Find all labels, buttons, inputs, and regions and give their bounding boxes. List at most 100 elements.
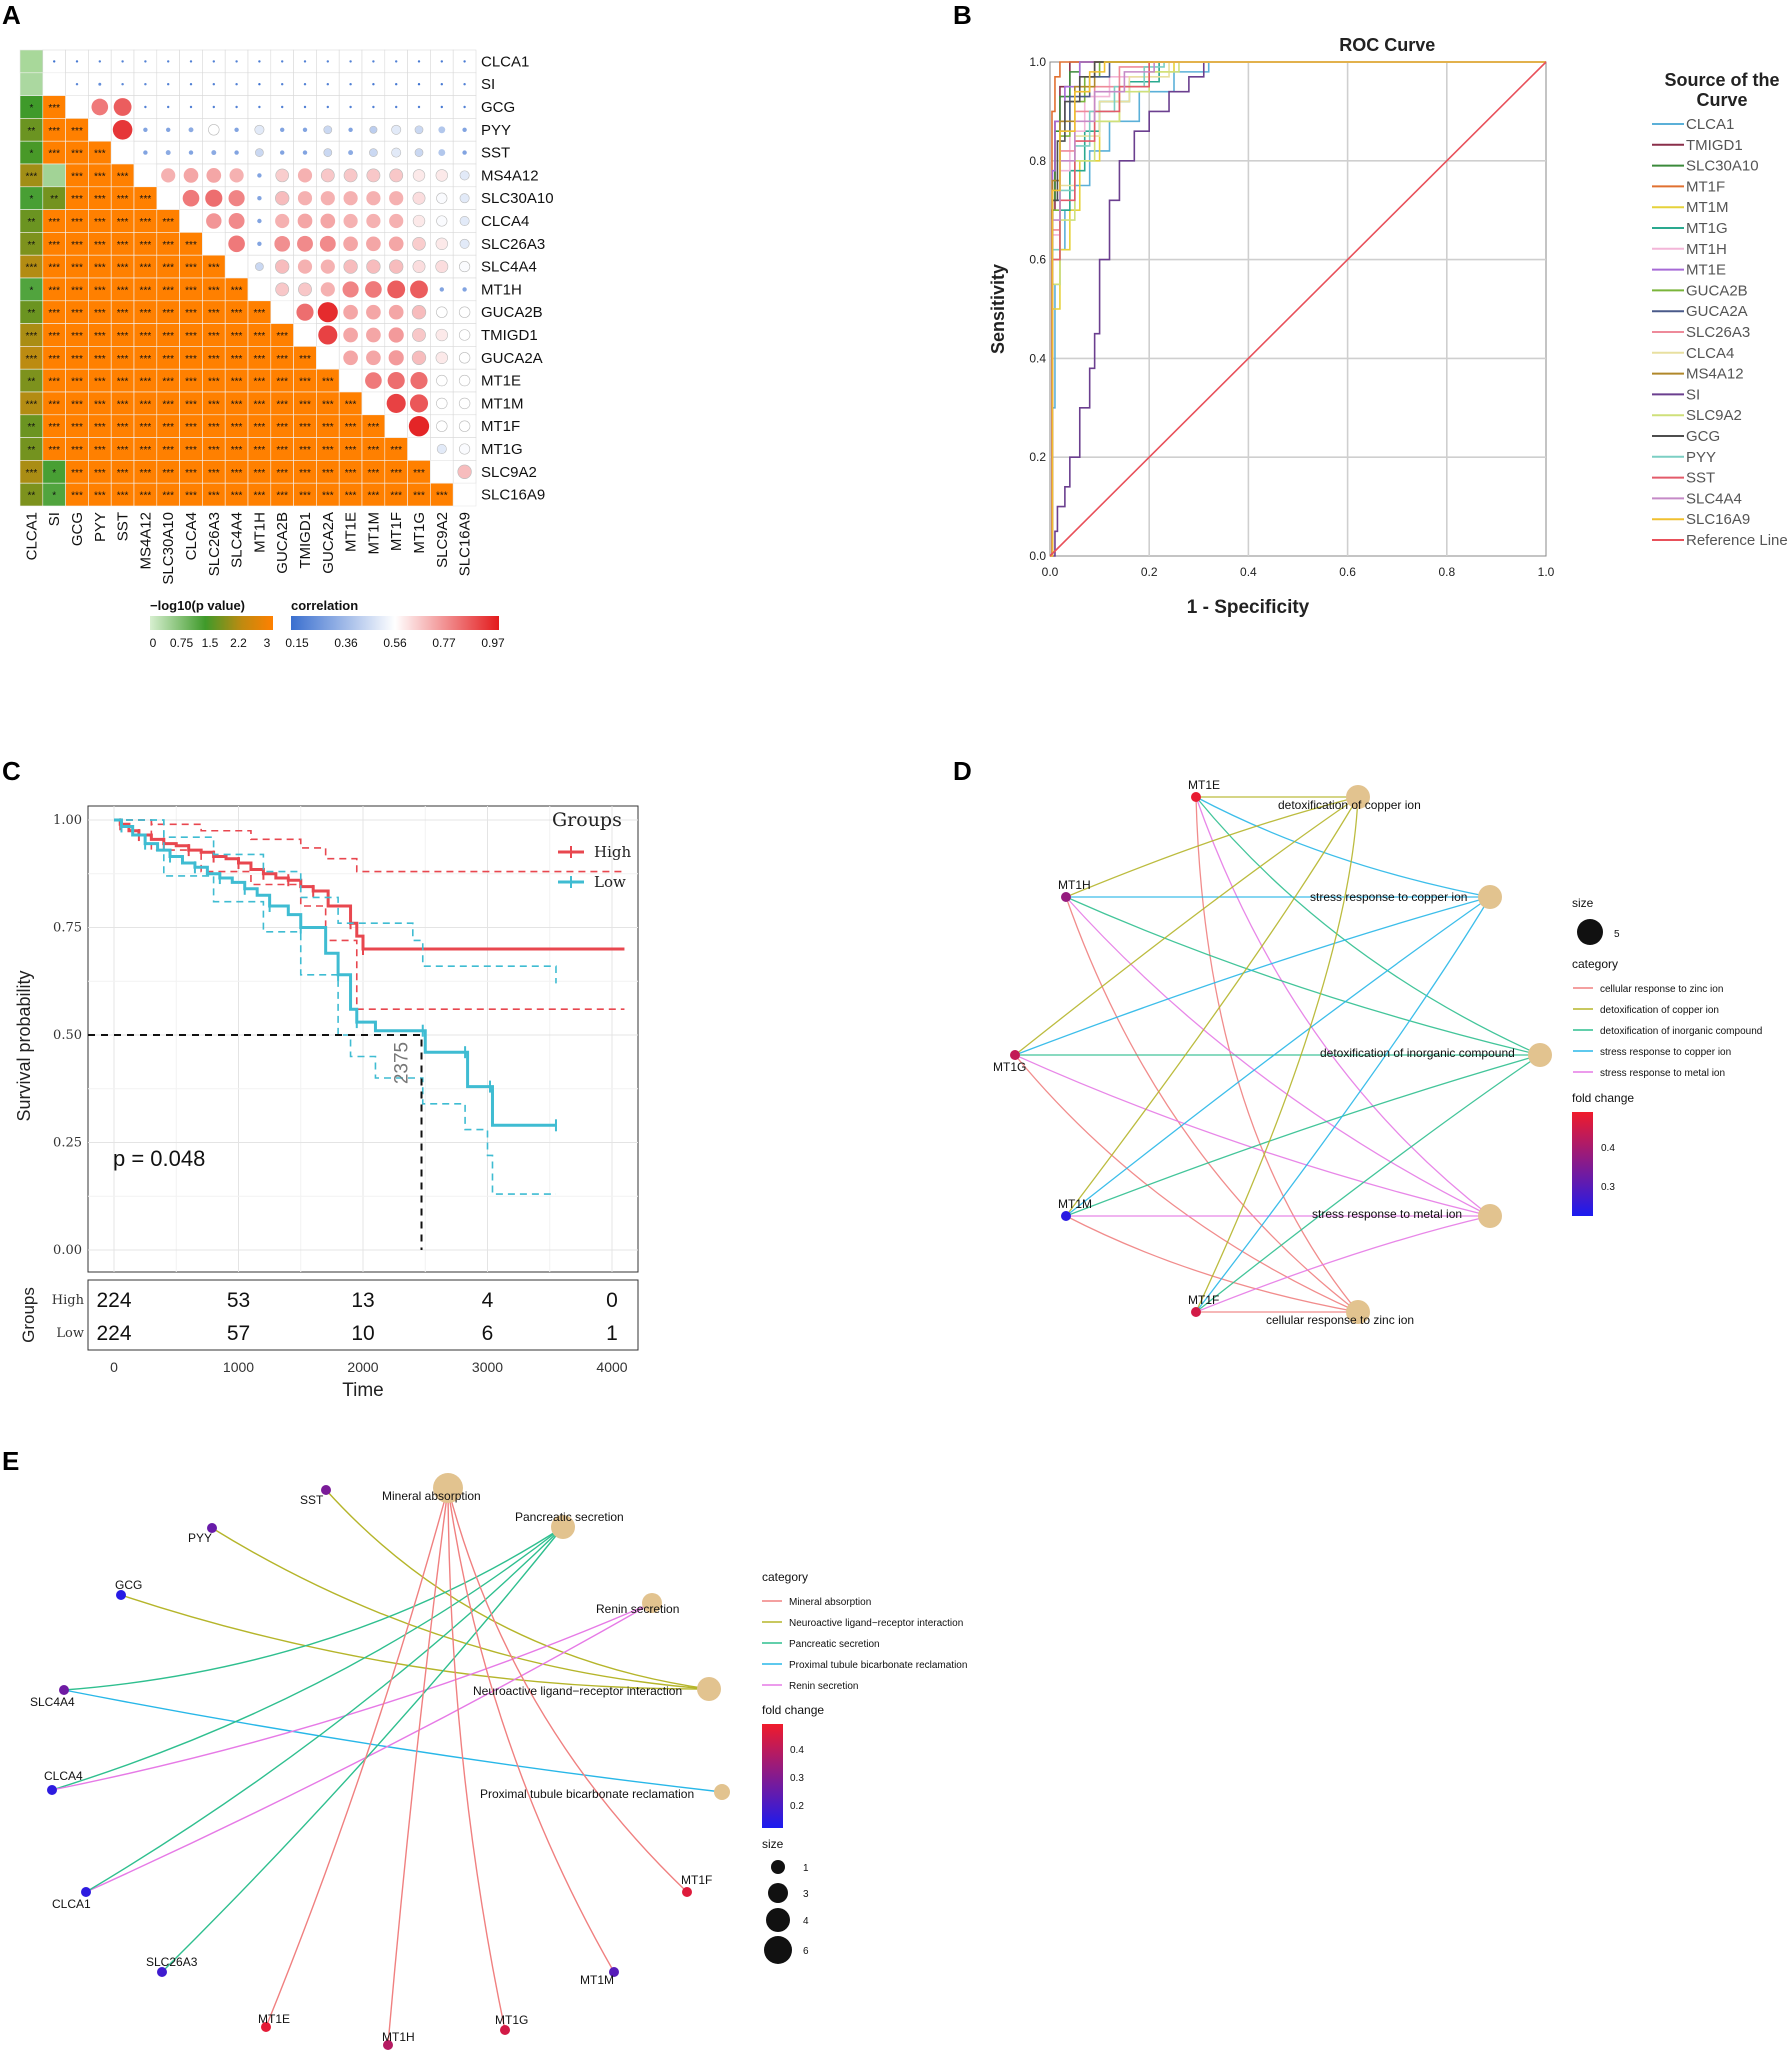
heatmap-corr-circle [440, 60, 443, 63]
heatmap-star-label: *** [140, 217, 152, 228]
heatmap-star-label: *** [71, 171, 83, 182]
heatmap-corr-circle [409, 394, 429, 413]
heatmap-star-label: *** [140, 468, 152, 479]
heatmap-star-label: *** [276, 445, 288, 456]
heatmap-col-label: MT1F [388, 512, 405, 551]
heatmap-col-label: SI [46, 512, 63, 526]
heatmap-corr-circle [440, 83, 443, 86]
kegg-legend-category-title: category [762, 1570, 808, 1584]
corr-legend-title: correlation [291, 598, 358, 613]
heatmap-star-label: *** [162, 285, 174, 296]
heatmap-corr-circle [98, 82, 102, 86]
heatmap-corr-circle [462, 127, 467, 133]
corr-legend-tick: 0.56 [383, 636, 407, 650]
roc-legend-title-line2: Curve [1696, 90, 1747, 110]
go-legend-fc-tick: 0.4 [1601, 1143, 1615, 1154]
heatmap-star-label: *** [299, 445, 311, 456]
roc-legend-label: GUCA2B [1686, 282, 1748, 299]
go-term-label: detoxification of copper ion [1278, 798, 1421, 812]
kegg-network-edge [120, 1594, 710, 1690]
heatmap-star-label: *** [117, 468, 129, 479]
heatmap-star-label: *** [140, 377, 152, 388]
heatmap-corr-circle [205, 189, 223, 207]
heatmap-star-label: *** [71, 399, 83, 410]
heatmap-corr-circle [234, 150, 239, 155]
pvalue-legend-tick: 0.75 [170, 636, 194, 650]
risk-count: 6 [482, 1322, 494, 1345]
heatmap-corr-circle [281, 60, 284, 63]
heatmap-star-label: *** [322, 445, 334, 456]
roc-y-tick: 0.4 [1029, 351, 1046, 365]
kegg-term-label: Mineral absorption [382, 1489, 481, 1503]
go-legend-category-label: detoxification of inorganic compound [1600, 1026, 1762, 1037]
heatmap-star-label: *** [48, 308, 60, 319]
heatmap-corr-circle [459, 193, 470, 204]
heatmap-star-label: *** [94, 240, 106, 251]
heatmap-star-label: *** [185, 491, 197, 502]
heatmap-corr-circle [343, 213, 358, 229]
heatmap-star-label: ** [28, 240, 36, 251]
heatmap-star-label: *** [71, 149, 83, 160]
heatmap-corr-circle [462, 150, 467, 155]
heatmap-corr-circle [395, 60, 398, 63]
heatmap-star-label: *** [94, 171, 106, 182]
heatmap-star-label: *** [208, 491, 220, 502]
heatmap-corr-circle [257, 241, 262, 247]
heatmap-star-label: *** [208, 422, 220, 433]
heatmap-corr-circle [161, 168, 176, 183]
heatmap-corr-circle [183, 168, 199, 183]
kegg-legend-fc-tick: 0.3 [790, 1773, 804, 1784]
heatmap-corr-circle [212, 60, 215, 63]
heatmap-star-label: *** [368, 468, 380, 479]
heatmap-corr-circle [318, 325, 338, 345]
heatmap-star-label: *** [390, 445, 402, 456]
roc-legend-label: TMIGD1 [1686, 137, 1743, 154]
heatmap-star-label: *** [94, 217, 106, 228]
kegg-term-label: Neuroactive ligand−receptor interaction [473, 1684, 682, 1698]
heatmap-corr-circle [414, 148, 424, 157]
heatmap-star-label: *** [26, 354, 38, 365]
heatmap-row-label: MT1M [481, 395, 524, 412]
roc-legend-label: SLC26A3 [1686, 324, 1750, 341]
heatmap-corr-circle [348, 127, 353, 133]
heatmap-star-label: * [29, 149, 33, 160]
go-network-edge [1065, 796, 1359, 1217]
heatmap-corr-circle [343, 168, 358, 183]
go-network-edge [1065, 796, 1359, 898]
kegg-legend-fc-bar [762, 1724, 783, 1828]
heatmap-star-label: *** [48, 354, 60, 365]
heatmap-star-label: *** [231, 354, 243, 365]
heatmap-col-label: SLC16A9 [457, 512, 474, 576]
kegg-term-node [433, 1473, 463, 1503]
kegg-legend-size-dot [768, 1883, 788, 1903]
heatmap-corr-circle [436, 306, 448, 318]
heatmap-star-label: *** [48, 285, 60, 296]
heatmap-corr-circle [343, 350, 358, 366]
heatmap-star-label: *** [208, 331, 220, 342]
heatmap-corr-circle [279, 127, 285, 133]
pvalue-legend-tick: 1.5 [202, 636, 219, 650]
km-pvalue: p = 0.048 [113, 1146, 205, 1171]
heatmap-star-label: *** [231, 399, 243, 410]
heatmap-row-label: GUCA2A [481, 350, 543, 367]
heatmap-star-label: *** [254, 377, 266, 388]
heatmap-legends: −log10(p value) correlation 0 0.75 1.5 2.2 3 0.… [150, 598, 505, 650]
go-network-edge [1195, 796, 1359, 1313]
heatmap-corr-circle [297, 235, 313, 252]
km-x-tick: 3000 [472, 1359, 503, 1375]
heatmap-row-label: CLCA4 [481, 213, 529, 230]
roc-legend-label: PYY [1686, 449, 1716, 466]
heatmap-star-label: *** [276, 354, 288, 365]
panel-letter-b: B [953, 0, 972, 30]
heatmap-star-label: *** [117, 263, 129, 274]
kegg-legend-fc-tick: 0.2 [790, 1801, 804, 1812]
km-x-tick: 2000 [347, 1359, 378, 1375]
heatmap-star-label: *** [162, 445, 174, 456]
heatmap-row-label: SI [481, 76, 495, 93]
heatmap-corr-circle [144, 60, 147, 63]
heatmap-star-label: *** [208, 263, 220, 274]
heatmap-star-label: *** [94, 149, 106, 160]
go-network-edge [1195, 796, 1541, 1056]
heatmap-corr-circle [439, 287, 445, 292]
risk-count: 13 [351, 1289, 374, 1312]
